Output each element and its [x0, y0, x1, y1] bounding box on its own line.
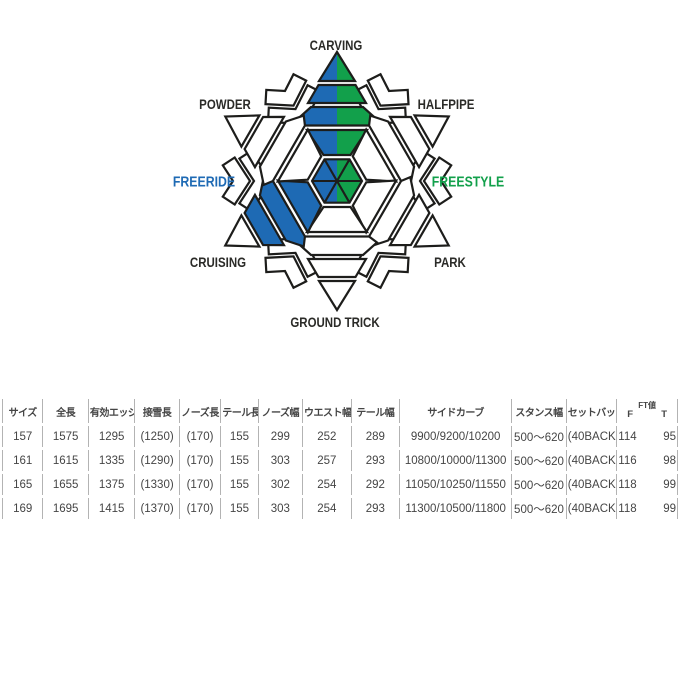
table-row: 165 1655 1375 (1330) (170) 155 302 254 2…: [2, 474, 678, 495]
col-header-tail-width: テール幅: [350, 399, 400, 423]
cell: 1655: [42, 474, 87, 495]
cell-setback: (40BACK): [565, 474, 616, 495]
cell-ft: 116 98: [616, 450, 678, 471]
col-header-stance-width: スタンス幅: [511, 399, 566, 423]
cell: (170): [178, 426, 220, 447]
col-header-effective-edge: 有効エッジ: [87, 399, 134, 423]
cell-setback: (40BACK): [565, 426, 616, 447]
label-freestyle: FREESTYLE: [431, 173, 505, 191]
cell-sidecurve: 10800/10000/11300: [399, 450, 511, 471]
ft-t-value: 99: [663, 478, 676, 491]
cell: 292: [350, 474, 400, 495]
cell: 155: [220, 450, 257, 471]
ft-title: FT値: [638, 401, 657, 410]
cell: 155: [220, 426, 257, 447]
label-powder: POWDER: [199, 96, 251, 112]
table-row: 169 1695 1415 (1370) (170) 155 303 254 2…: [2, 498, 678, 519]
ft-t-value: 99: [663, 502, 676, 515]
cell-setback: (40BACK): [565, 498, 616, 519]
col-header-nose-length: ノーズ長: [178, 399, 220, 423]
cell: 254: [302, 474, 351, 495]
ft-f-value: 118: [618, 502, 637, 515]
cell: 254: [302, 498, 351, 519]
cell-size: 169: [2, 498, 42, 519]
cell-ft: 114 95: [616, 426, 678, 447]
col-header-size: サイズ: [2, 399, 42, 423]
cell: 303: [257, 450, 302, 471]
col-header-waist-width: ウエスト幅: [302, 399, 351, 423]
col-header-nose-width: ノーズ幅: [257, 399, 302, 423]
cell: 155: [220, 474, 257, 495]
cell-size: 165: [2, 474, 42, 495]
cell: (1250): [134, 426, 178, 447]
cell: 1695: [42, 498, 87, 519]
riding-style-star-chart: [215, 50, 459, 312]
cell: 293: [350, 450, 400, 471]
table-row: 161 1615 1335 (1290) (170) 155 303 257 2…: [2, 450, 678, 471]
cell-ft: 118 99: [616, 498, 678, 519]
cell: (1370): [134, 498, 178, 519]
table-row: 157 1575 1295 (1250) (170) 155 299 252 2…: [2, 426, 678, 447]
col-header-tail-length: テール長: [220, 399, 258, 423]
cell: (1330): [134, 474, 178, 495]
cell-stance: 500〜620: [511, 426, 566, 447]
cell: 299: [257, 426, 302, 447]
col-header-ft: FT値 F T: [616, 399, 678, 423]
cell-stance: 500〜620: [511, 450, 566, 471]
center-hexagon: [310, 158, 364, 204]
cell-sidecurve: 11300/10500/11800: [399, 498, 511, 519]
cell-size: 161: [2, 450, 42, 471]
ft-t-value: 98: [663, 454, 676, 467]
ft-t-label: T: [661, 409, 667, 420]
ft-f-label: F: [627, 409, 634, 420]
col-header-setback: セットバック: [565, 399, 616, 423]
label-carving: CARVING: [309, 37, 363, 53]
cell-size: 157: [2, 426, 42, 447]
cell: 1375: [87, 474, 134, 495]
cell-ft: 118 99: [616, 474, 678, 495]
cell: 252: [302, 426, 351, 447]
cell: 289: [350, 426, 400, 447]
cell: 1575: [42, 426, 87, 447]
cell: 1415: [87, 498, 134, 519]
col-header-contact-length: 接雪長: [134, 399, 178, 423]
cell-stance: 500〜620: [511, 474, 566, 495]
ft-f-value: 118: [618, 478, 637, 491]
cell: 257: [302, 450, 351, 471]
cell: 293: [350, 498, 400, 519]
cell-setback: (40BACK): [565, 450, 616, 471]
label-freeride: FREERIDE: [172, 173, 236, 191]
cell-sidecurve: 9900/9200/10200: [399, 426, 511, 447]
cell-stance: 500〜620: [511, 498, 566, 519]
cell: (170): [178, 450, 220, 471]
cell: (170): [178, 498, 220, 519]
label-halfpipe: HALFPIPE: [417, 96, 475, 112]
cell: 302: [257, 474, 302, 495]
ft-f-value: 116: [618, 454, 637, 467]
label-cruising: CRUISING: [189, 254, 247, 270]
header-row: サイズ 全長 有効エッジ 接雪長 ノーズ長 テール長 ノーズ幅 ウエスト幅 テー…: [2, 399, 678, 423]
label-ground-trick: GROUND TRICK: [290, 314, 380, 330]
col-header-sidecurve: サイドカーブ: [399, 399, 511, 423]
cell: 155: [220, 498, 257, 519]
label-park: PARK: [434, 254, 466, 270]
spec-table: サイズ 全長 有効エッジ 接雪長 ノーズ長 テール長 ノーズ幅 ウエスト幅 テー…: [2, 396, 678, 522]
cell: 303: [257, 498, 302, 519]
cell: 1335: [87, 450, 134, 471]
cell-sidecurve: 11050/10250/11550: [399, 474, 511, 495]
ft-f-value: 114: [618, 430, 637, 443]
col-header-total-length: 全長: [42, 399, 87, 423]
cell: 1295: [87, 426, 134, 447]
cell: (1290): [134, 450, 178, 471]
cell: 1615: [42, 450, 87, 471]
ft-t-value: 95: [663, 430, 676, 443]
cell: (170): [178, 474, 220, 495]
